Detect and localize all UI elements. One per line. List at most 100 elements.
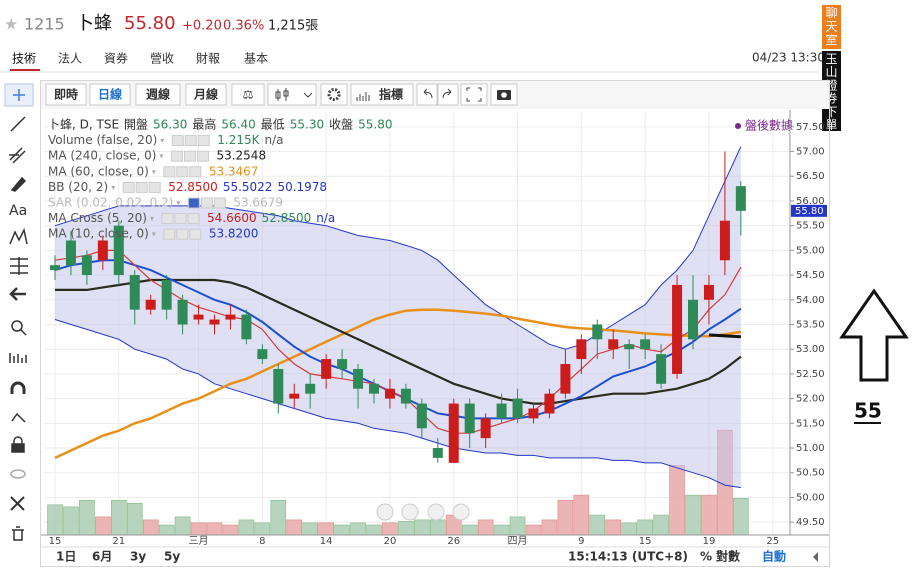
chat-button[interactable] bbox=[822, 5, 841, 49]
volume-bar bbox=[621, 522, 638, 536]
range-button[interactable]: 1日 bbox=[56, 550, 76, 564]
x-tick-label: 四月 bbox=[508, 535, 528, 547]
legend-icon[interactable] bbox=[174, 213, 187, 225]
toolbar-button[interactable] bbox=[135, 83, 181, 106]
candle-body bbox=[225, 314, 236, 320]
tab[interactable]: 技術 bbox=[12, 52, 36, 66]
legend-icon[interactable] bbox=[189, 228, 202, 240]
order-button[interactable] bbox=[822, 51, 841, 131]
magnet-icon[interactable] bbox=[10, 381, 26, 394]
legend-icon[interactable] bbox=[213, 197, 226, 209]
candle-body bbox=[640, 339, 651, 350]
legend-text: 1.215K bbox=[217, 133, 260, 147]
legend-icon[interactable] bbox=[176, 228, 189, 240]
volume-bar bbox=[79, 499, 95, 536]
legend-icon[interactable] bbox=[187, 213, 200, 225]
y-tick-label: 51.00 bbox=[796, 443, 825, 454]
tab[interactable]: 法人 bbox=[58, 52, 82, 66]
hide-icon[interactable] bbox=[10, 469, 26, 479]
legend-icon[interactable] bbox=[196, 150, 209, 162]
text-tool[interactable]: Aa bbox=[9, 203, 27, 219]
legend-icon[interactable] bbox=[122, 181, 135, 193]
fullscreen-button[interactable] bbox=[460, 83, 488, 106]
axis-option[interactable]: % bbox=[700, 550, 712, 564]
eraser-icon[interactable] bbox=[11, 412, 26, 423]
tab[interactable]: 營收 bbox=[150, 52, 174, 66]
range-button[interactable]: 6月 bbox=[92, 550, 112, 564]
legend-icon[interactable] bbox=[171, 135, 184, 147]
chart-style-button[interactable] bbox=[267, 83, 317, 106]
volume-bar bbox=[493, 524, 510, 536]
price-change: +0.20 bbox=[182, 19, 222, 34]
star-icon[interactable]: ★ bbox=[4, 15, 18, 34]
toolbar-button[interactable] bbox=[89, 83, 131, 106]
y-tick-label: 55.50 bbox=[796, 221, 825, 232]
legend-text: 55.80 bbox=[358, 118, 392, 132]
legend-icon[interactable] bbox=[197, 135, 210, 147]
tab[interactable]: 財報 bbox=[196, 51, 220, 66]
legend-icon[interactable] bbox=[183, 150, 196, 162]
volume-bar bbox=[509, 516, 526, 536]
fib-icon[interactable] bbox=[10, 257, 28, 275]
legend-icon[interactable] bbox=[176, 166, 189, 178]
toolbar-button[interactable] bbox=[45, 83, 87, 106]
tab[interactable]: 基本 bbox=[244, 52, 268, 66]
candle-body bbox=[97, 240, 108, 261]
axis-option[interactable]: 自動 bbox=[762, 549, 786, 564]
volume-bar bbox=[158, 524, 175, 536]
legend-text: 52.8500 bbox=[262, 211, 312, 225]
candle-body bbox=[448, 403, 459, 463]
last-price-label: 55.80 bbox=[795, 206, 824, 217]
candle-body bbox=[384, 388, 395, 399]
trendline-icon[interactable] bbox=[10, 116, 26, 132]
tools-icon[interactable] bbox=[10, 496, 25, 511]
legend-caret: ▾ bbox=[111, 183, 115, 192]
pattern-icon[interactable] bbox=[9, 227, 28, 245]
volume-bar bbox=[605, 519, 622, 536]
volume-bar bbox=[318, 522, 334, 536]
toolbar-buttons: ⚖ 即時 日線 週線 月線 指標 bbox=[45, 83, 518, 106]
legend-icon[interactable] bbox=[184, 135, 197, 147]
last-price-box bbox=[791, 204, 827, 217]
arrow-tool[interactable] bbox=[9, 287, 26, 301]
y-tick-label: 56.50 bbox=[796, 171, 825, 182]
brush-icon[interactable] bbox=[10, 176, 27, 192]
volume-bar bbox=[557, 499, 574, 536]
legend-icon[interactable] bbox=[148, 181, 161, 193]
candle-body bbox=[416, 403, 427, 429]
candle-body bbox=[560, 364, 571, 394]
trash-icon[interactable] bbox=[12, 526, 24, 541]
range-button[interactable]: 3y bbox=[130, 550, 146, 564]
legend-icon[interactable] bbox=[161, 213, 174, 225]
side-button-label: 玉山證券下單 bbox=[825, 52, 837, 132]
candle-body bbox=[672, 284, 683, 374]
legend-icon[interactable] bbox=[170, 150, 183, 162]
legend-icon[interactable] bbox=[187, 197, 200, 209]
tab[interactable]: 資券 bbox=[104, 51, 128, 66]
zoom-out[interactable] bbox=[401, 503, 419, 521]
legend-icon[interactable] bbox=[135, 181, 148, 193]
candle-body bbox=[305, 383, 316, 394]
lock-icon[interactable] bbox=[11, 443, 25, 453]
zoom-in[interactable] bbox=[427, 503, 445, 521]
compare-button[interactable] bbox=[231, 83, 265, 106]
toolbar-label: 週線 bbox=[146, 87, 170, 102]
pitchfork-icon[interactable] bbox=[9, 147, 26, 164]
range-button[interactable]: 5y bbox=[164, 550, 180, 564]
toolbar-label: 指標 bbox=[379, 87, 403, 102]
scroll-end[interactable] bbox=[813, 552, 818, 562]
x-tick-label: 25 bbox=[766, 536, 779, 547]
volume-bar bbox=[190, 522, 207, 536]
legend-icon[interactable] bbox=[163, 166, 176, 178]
legend-icon[interactable] bbox=[163, 228, 176, 240]
axis-option[interactable]: 對數 bbox=[716, 549, 740, 564]
zoom-icon[interactable] bbox=[11, 320, 23, 332]
scroll-left[interactable] bbox=[376, 503, 394, 521]
scroll-right[interactable] bbox=[452, 503, 470, 521]
legend-icon[interactable] bbox=[200, 197, 213, 209]
legend-icon[interactable] bbox=[189, 166, 202, 178]
measure-icon[interactable] bbox=[9, 353, 27, 363]
settings-button[interactable] bbox=[320, 83, 348, 106]
toolbar-button[interactable] bbox=[185, 83, 227, 106]
